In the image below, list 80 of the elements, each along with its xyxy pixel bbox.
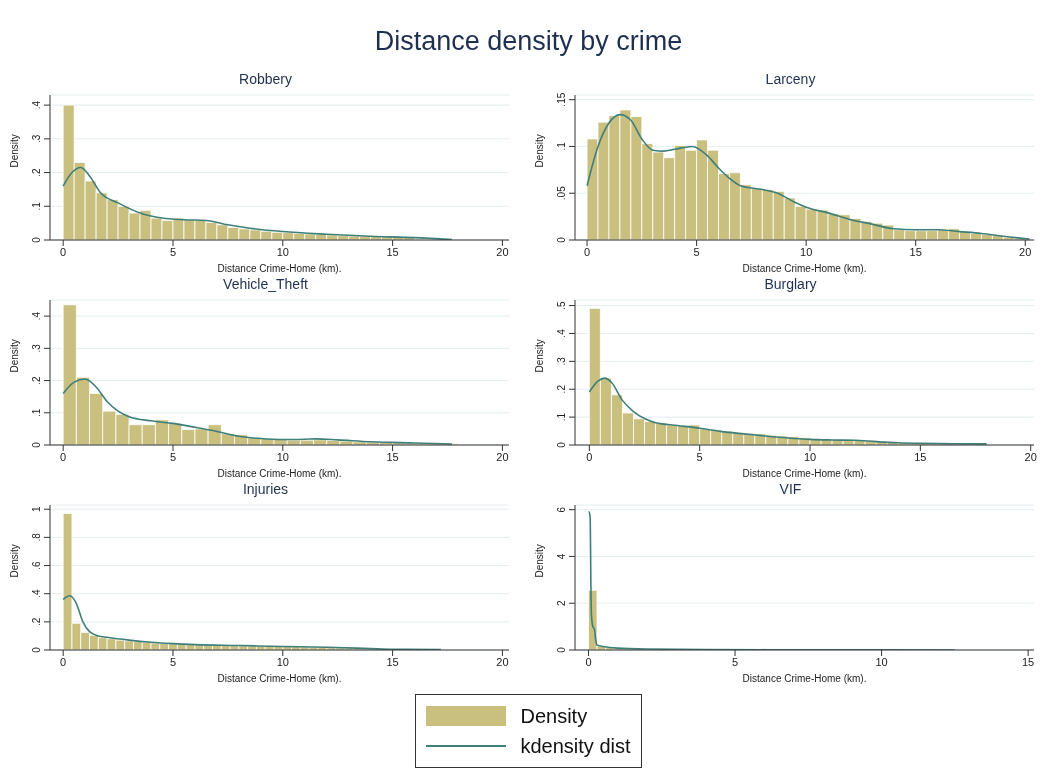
y-tick-label: 2	[556, 600, 567, 607]
chart-title: Larceny	[764, 71, 817, 89]
x-tick-label: 10	[800, 245, 813, 258]
x-tick-label: 0	[586, 450, 593, 463]
y-tick-label: .2	[31, 617, 42, 627]
chart-title: Robbery	[238, 71, 293, 89]
x-tick-label: 0	[585, 655, 592, 668]
x-tick-label: 20	[496, 450, 509, 463]
chart-title: Burglary	[763, 276, 818, 294]
chart-title: Injuries	[241, 481, 290, 499]
y-tick-label: 0	[556, 646, 567, 653]
y-axis-title: Density	[533, 339, 545, 373]
y-tick-label: .1	[31, 408, 42, 417]
y-tick-label: .1	[31, 201, 42, 211]
x-tick-label: 20	[1024, 450, 1037, 463]
y-tick-label: 0	[31, 646, 42, 653]
x-tick-label: 5	[693, 245, 700, 258]
y-tick-label: .6	[31, 560, 42, 570]
y-axis-title: Density	[533, 134, 545, 168]
x-axis-title: Distance Crime-Home (km).	[742, 673, 867, 684]
x-tick-label: 15	[1022, 655, 1035, 668]
x-tick-label: 10	[276, 245, 289, 258]
legend-label: kdensity dist	[520, 734, 631, 758]
y-tick-label: .2	[31, 375, 42, 385]
y-tick-label: 1	[31, 506, 42, 512]
x-tick-label: 0	[60, 450, 67, 463]
y-tick-label: .1	[556, 141, 567, 151]
y-tick-label: 6	[556, 506, 567, 513]
x-tick-label: 20	[496, 245, 509, 258]
y-tick-label: 0	[31, 441, 42, 448]
x-tick-label: 10	[875, 655, 888, 668]
y-tick-label: .3	[31, 134, 42, 144]
y-tick-label: 0	[31, 236, 42, 243]
x-tick-label: 20	[496, 655, 509, 668]
y-tick-label: .2	[31, 167, 42, 177]
y-axis-title: Density	[8, 544, 20, 578]
y-tick-label: .3	[556, 356, 567, 366]
y-tick-label: .3	[31, 343, 42, 353]
y-tick-label: .05	[556, 185, 567, 201]
x-axis-title: Distance Crime-Home (km).	[217, 263, 342, 274]
x-axis-title: Distance Crime-Home (km).	[742, 468, 867, 479]
x-tick-label: 10	[803, 450, 817, 463]
x-tick-label: 15	[386, 450, 399, 463]
x-axis-title: Distance Crime-Home (km).	[217, 673, 342, 684]
x-tick-label: 15	[909, 245, 922, 258]
x-tick-label: 5	[731, 655, 739, 668]
x-axis-title: Distance Crime-Home (km).	[742, 263, 867, 274]
x-tick-label: 5	[169, 655, 177, 668]
x-tick-label: 15	[386, 245, 399, 258]
y-tick-label: .4	[31, 589, 42, 598]
x-axis-title: Distance Crime-Home (km).	[217, 468, 342, 479]
y-tick-label: 4	[556, 553, 567, 560]
x-tick-label: 20	[1019, 245, 1032, 258]
x-tick-label: 0	[60, 655, 67, 668]
x-tick-label: 15	[386, 655, 399, 668]
y-tick-label: .4	[31, 100, 42, 110]
y-tick-label: 0	[556, 441, 567, 448]
chart-title: Vehicle_Theft	[222, 276, 309, 294]
y-tick-label: .4	[31, 311, 42, 321]
y-tick-label: .1	[556, 412, 567, 422]
y-axis-title: Density	[8, 339, 20, 373]
legend-label: Density	[520, 704, 588, 728]
y-axis-title: Density	[8, 134, 20, 168]
x-tick-label: 10	[276, 655, 289, 668]
y-tick-label: .2	[556, 384, 567, 394]
x-tick-label: 5	[169, 245, 177, 258]
x-tick-label: 5	[169, 450, 177, 463]
y-axis-title: Density	[533, 544, 545, 578]
chart-title: VIF	[778, 481, 803, 499]
x-tick-label: 10	[276, 450, 289, 463]
x-tick-label: 0	[60, 245, 67, 258]
y-tick-label: .4	[556, 328, 567, 338]
x-tick-label: 5	[696, 450, 703, 463]
y-tick-label: .8	[31, 532, 42, 542]
text: Distance density by crime	[373, 25, 684, 58]
x-tick-label: 15	[914, 450, 927, 463]
y-tick-label: 0	[556, 236, 567, 243]
x-tick-label: 0	[583, 245, 591, 258]
y-tick-label: .5	[556, 300, 567, 310]
y-tick-label: .15	[556, 92, 567, 107]
